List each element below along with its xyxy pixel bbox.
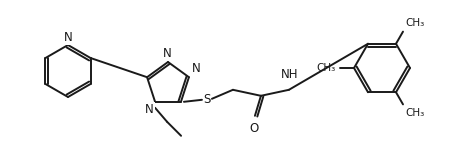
Text: NH: NH <box>281 68 298 81</box>
Text: O: O <box>249 122 259 135</box>
Text: CH₃: CH₃ <box>317 63 336 73</box>
Text: N: N <box>163 47 172 60</box>
Text: N: N <box>145 103 154 116</box>
Text: N: N <box>192 62 201 75</box>
Text: CH₃: CH₃ <box>405 18 424 28</box>
Text: N: N <box>63 31 72 44</box>
Text: S: S <box>203 93 211 106</box>
Text: CH₃: CH₃ <box>405 108 424 118</box>
